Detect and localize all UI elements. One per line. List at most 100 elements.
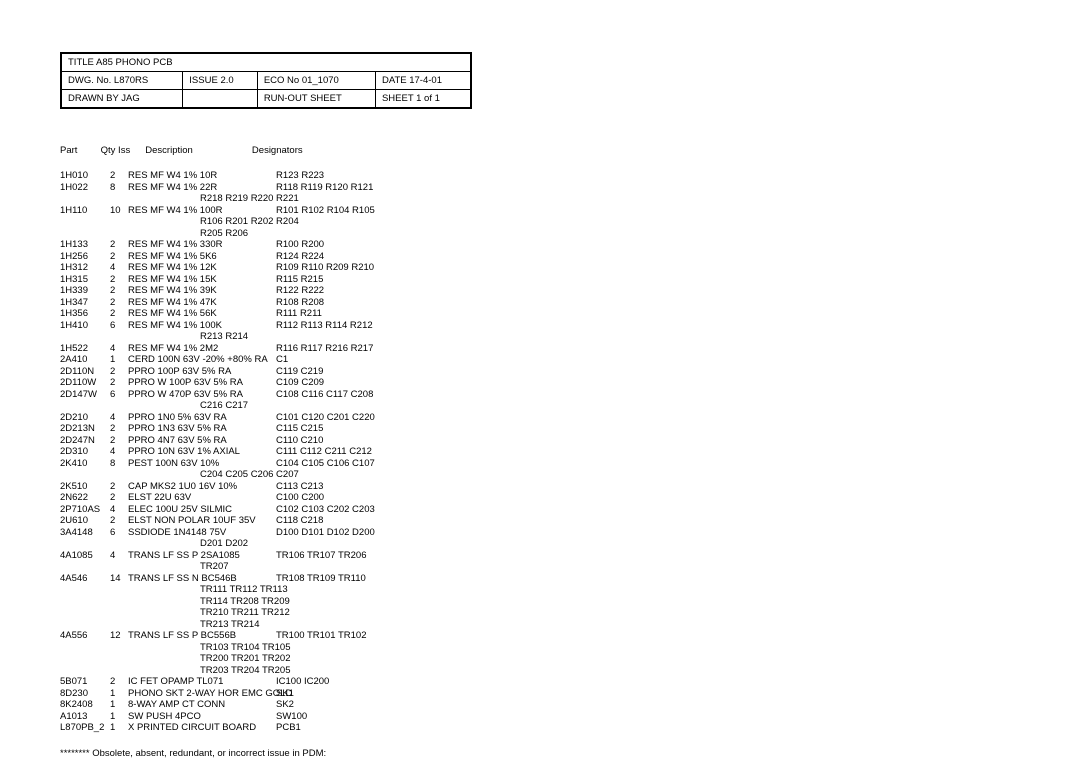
parts-row-continuation: R106 R201 R202 R204 [60,216,560,228]
cell-desc: RES MF W4 1% 2M2 [128,343,276,355]
parts-header-row: Part Qty Iss Description Designators [60,145,560,156]
cell-part: 2A410 [60,354,110,366]
cell-qty: 14 [110,573,128,585]
cell-qty: 8 [110,182,128,194]
cell-part: 1H315 [60,274,110,286]
parts-row: 2K5102CAP MKS2 1U0 16V 10%C113 C213 [60,481,560,493]
header-qty: Qty Iss [101,145,143,156]
parts-row: 1H3472RES MF W4 1% 47KR108 R208 [60,297,560,309]
parts-row-continuation: TR200 TR201 TR202 [60,653,560,665]
cell-qty: 1 [110,688,128,700]
cell-part: 1H256 [60,251,110,263]
parts-row-continuation: R218 R219 R220 R221 [60,193,560,205]
cell-desc: RES MF W4 1% 5K6 [128,251,276,263]
cell-desig: TR108 TR109 TR110 [276,573,366,585]
cell-part: 2D210 [60,412,110,424]
cell-qty: 2 [110,481,128,493]
cell-part: 3A4148 [60,527,110,539]
cell-qty: 2 [110,676,128,688]
cell-desig: SK1 [276,688,294,700]
cell-desig: C118 C218 [276,515,323,527]
cell-qty: 10 [110,205,128,217]
cell-desc: ELST 22U 63V [128,492,276,504]
parts-row: 2D3104PPRO 10N 63V 1% AXIALC111 C112 C21… [60,446,560,458]
dwg-cell: DWG. No. L870RS [61,72,183,90]
cell-desig: C101 C120 C201 C220 [276,412,375,424]
cell-desig: SK2 [276,699,294,711]
cell-qty: 6 [110,320,128,332]
cell-qty: 2 [110,297,128,309]
cell-qty: 2 [110,285,128,297]
cell-desig: C108 C116 C117 C208 [276,389,373,401]
cell-desig: R100 R200 [276,239,324,251]
parts-row: 4A54614TRANS LF SS N BC546BTR108 TR109 T… [60,573,560,585]
cell-desig: R123 R223 [276,170,324,182]
cell-qty: 6 [110,527,128,539]
cell-desig: TR100 TR101 TR102 [276,630,366,642]
cell-part: 4A1085 [60,550,110,562]
parts-row: 2P710AS4ELEC 100U 25V SILMICC102 C103 C2… [60,504,560,516]
cell-qty: 2 [110,492,128,504]
cell-qty: 6 [110,389,128,401]
parts-row-continuation: R213 R214 [60,331,560,343]
cell-qty: 1 [110,354,128,366]
cell-qty: 2 [110,377,128,389]
cell-qty: 2 [110,366,128,378]
cell-desig: C1 [276,354,288,366]
cell-part: L870PB_2 [60,722,110,734]
cell-part: 2D110N [60,366,110,378]
parts-row-continuation: C204 C205 C206 C207 [60,469,560,481]
cell-desc: RES MF W4 1% 56K [128,308,276,320]
cell-part: 2D110W [60,377,110,389]
cell-part: 2K410 [60,458,110,470]
cell-part: 8K2408 [60,699,110,711]
cell-desc: IC FET OPAMP TL071 [128,676,276,688]
cell-qty: 12 [110,630,128,642]
cell-qty: 2 [110,515,128,527]
cell-desc: RES MF W4 1% 100R [128,205,276,217]
issue-cell: ISSUE 2.0 [183,72,258,90]
cell-desc: RES MF W4 1% 100K [128,320,276,332]
parts-row-continuation: D201 D202 [60,538,560,550]
cell-desig: C104 C105 C106 C107 [276,458,375,470]
parts-row: 2D2104PPRO 1N0 5% 63V RAC101 C120 C201 C… [60,412,560,424]
cell-desig: C115 C215 [276,423,323,435]
parts-row: 3A41486SSDIODE 1N4148 75VD100 D101 D102 … [60,527,560,539]
cell-qty: 1 [110,699,128,711]
parts-row: 5B0712IC FET OPAMP TL071IC100 IC200 [60,676,560,688]
cell-part: 2N622 [60,492,110,504]
cell-qty: 4 [110,343,128,355]
cell-part: 1H339 [60,285,110,297]
parts-row: 1H5224RES MF W4 1% 2M2R116 R117 R216 R21… [60,343,560,355]
cell-desig: R118 R119 R120 R121 [276,182,373,194]
cell-part: 2U610 [60,515,110,527]
eco-cell: ECO No 01_1070 [257,72,375,90]
cell-qty: 2 [110,239,128,251]
header-desc: Description [145,145,249,156]
cell-part: 2D310 [60,446,110,458]
parts-row-continuation: TR207 [60,561,560,573]
cell-desig: PCB1 [276,722,301,734]
parts-row: 8D2301PHONO SKT 2-WAY HOR EMC GOLDSK1 [60,688,560,700]
cell-qty: 4 [110,504,128,516]
cell-desc: TRANS LF SS P BC556B [128,630,276,642]
cell-desig: R115 R215 [276,274,323,286]
parts-row-continuation: TR210 TR211 TR212 [60,607,560,619]
cell-qty: 8 [110,458,128,470]
runout-cell: RUN-OUT SHEET [257,90,375,109]
cell-desig: R124 R224 [276,251,324,263]
parts-row: 2D110N2PPRO 100P 63V 5% RAC119 C219 [60,366,560,378]
parts-row: 2A4101CERD 100N 63V -20% +80% RAC1 [60,354,560,366]
parts-row: 2D110W2PPRO W 100P 63V 5% RAC109 C209 [60,377,560,389]
cell-desig: R111 R211 [276,308,322,320]
parts-row: 1H11010RES MF W4 1% 100RR101 R102 R104 R… [60,205,560,217]
cell-part: 1H347 [60,297,110,309]
cell-desc: SW PUSH 4PCO [128,711,276,723]
cell-qty: 2 [110,435,128,447]
parts-row: 2D213N2PPRO 1N3 63V 5% RAC115 C215 [60,423,560,435]
cell-desc: ELEC 100U 25V SILMIC [128,504,276,516]
parts-row: 1H3124RES MF W4 1% 12KR109 R110 R209 R21… [60,262,560,274]
cell-desc: 8-WAY AMP CT CONN [128,699,276,711]
cell-desc: SSDIODE 1N4148 75V [128,527,276,539]
cell-desc: PPRO 10N 63V 1% AXIAL [128,446,276,458]
